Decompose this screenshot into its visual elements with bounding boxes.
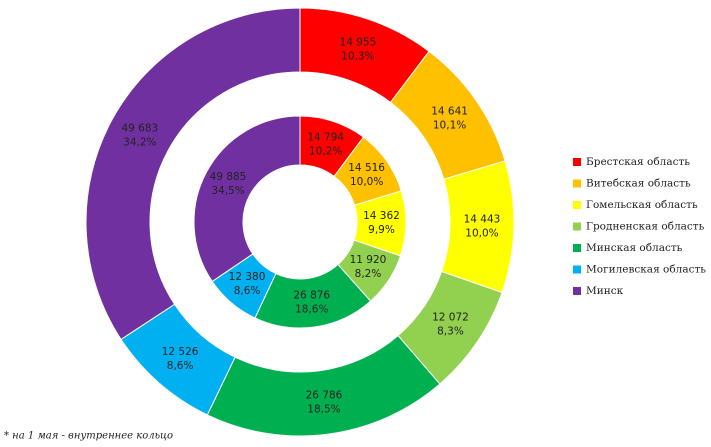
value-label: 14 443 [464, 213, 501, 225]
slice [206, 334, 441, 437]
value-label: 14 641 [431, 105, 468, 117]
slice [193, 115, 301, 283]
value-label: 49 885 [210, 171, 247, 183]
legend-label: Витебская область [586, 178, 691, 190]
slice [85, 7, 301, 341]
share-label: 10,3% [341, 50, 374, 62]
share-label: 10,2% [309, 146, 342, 158]
legend-label: Брестская область [586, 156, 690, 168]
share-label: 10,0% [350, 176, 383, 188]
share-label: 8,3% [437, 325, 464, 337]
share-label: 18,6% [295, 304, 328, 316]
value-label: 14 955 [340, 36, 377, 48]
share-label: 8,2% [355, 268, 382, 280]
share-label: 9,9% [368, 224, 395, 236]
value-label: 12 380 [229, 271, 266, 283]
legend-swatch [573, 222, 581, 231]
legend-swatch [573, 158, 581, 166]
share-label: 10,1% [433, 119, 466, 131]
legend-swatch [573, 179, 581, 188]
legend-swatch [573, 287, 581, 295]
share-label: 18,5% [307, 403, 340, 415]
value-label: 12 526 [162, 346, 199, 358]
legend-swatch [573, 265, 581, 274]
share-label: 8,6% [167, 360, 194, 372]
share-label: 34,5% [211, 185, 244, 197]
legend-label: Гродненская область [586, 221, 705, 233]
legend-swatch [573, 201, 581, 209]
legend-label: Гомельская область [586, 199, 698, 211]
value-label: 26 786 [306, 389, 343, 401]
value-label: 26 876 [293, 290, 330, 302]
value-label: 11 920 [350, 254, 387, 266]
value-label: 12 072 [432, 311, 469, 323]
legend-label: Могилевская область [586, 264, 706, 276]
value-label: 14 794 [307, 132, 344, 144]
share-label: 8,6% [234, 285, 261, 297]
value-label: 49 683 [121, 123, 158, 135]
value-label: 14 362 [363, 210, 400, 222]
legend-swatch [573, 244, 581, 252]
value-label: 14 516 [348, 162, 385, 174]
share-label: 34,2% [123, 137, 156, 149]
footnote: * на 1 мая - внутреннее кольцо [4, 431, 173, 442]
legend-label: Минская область [586, 242, 683, 254]
share-label: 10,0% [465, 227, 498, 239]
legend-label: Минск [586, 285, 624, 297]
